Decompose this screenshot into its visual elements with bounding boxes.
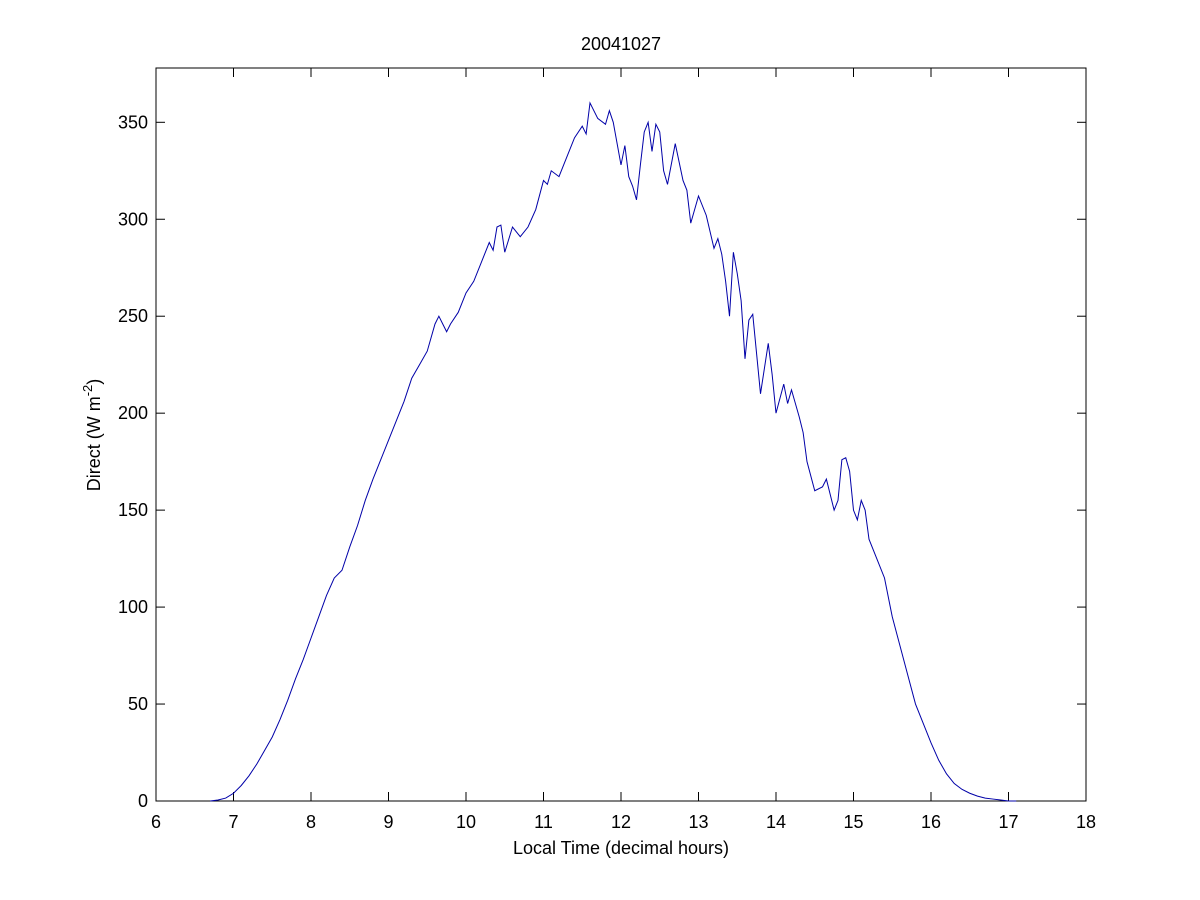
y-tick-label: 350 <box>118 112 148 132</box>
y-tick-label: 150 <box>118 500 148 520</box>
x-tick-label: 13 <box>688 812 708 832</box>
y-tick-label: 100 <box>118 597 148 617</box>
plot-frame <box>155 67 1087 802</box>
x-tick-label: 8 <box>306 812 316 832</box>
y-tick-label: 200 <box>118 403 148 423</box>
x-tick-label: 15 <box>843 812 863 832</box>
y-axis-label-superscript: -2 <box>80 385 95 397</box>
x-tick-label: 9 <box>383 812 393 832</box>
data-line <box>210 101 1017 802</box>
x-tick-label: 11 <box>534 812 553 832</box>
chart-title: 20041027 <box>581 34 661 54</box>
x-tick-label: 6 <box>151 812 161 832</box>
x-axis-label: Local Time (decimal hours) <box>513 838 729 858</box>
y-tick-label: 50 <box>128 694 148 714</box>
x-tick-label: 12 <box>611 812 631 832</box>
y-tick-label: 250 <box>118 306 148 326</box>
y-axis-label-part: ) <box>84 379 104 385</box>
y-axis-label: Direct (W m-2) <box>80 379 104 492</box>
y-tick-label: 300 <box>118 209 148 229</box>
x-tick-label: 18 <box>1076 812 1096 832</box>
x-tick-label: 7 <box>228 812 238 832</box>
x-tick-label: 17 <box>998 812 1018 832</box>
y-axis-label-part: Direct (W m <box>84 396 104 491</box>
y-tick-label: 0 <box>138 791 148 811</box>
x-tick-label: 14 <box>766 812 786 832</box>
x-tick-label: 16 <box>921 812 941 832</box>
x-tick-label: 10 <box>456 812 476 832</box>
